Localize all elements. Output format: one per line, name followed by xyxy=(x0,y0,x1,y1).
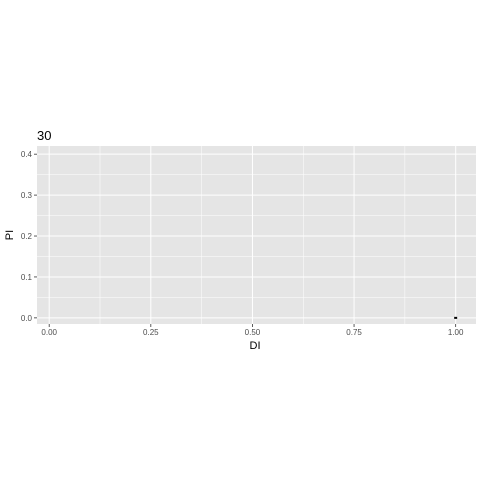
y-tick-label: 0.2 xyxy=(21,232,33,241)
y-tick-label: 0.4 xyxy=(21,150,33,159)
y-tick-label: 0.3 xyxy=(21,191,33,200)
y-tick-label: 0.0 xyxy=(21,314,33,323)
chart-title: 30 xyxy=(37,128,51,143)
major-grid xyxy=(37,146,476,324)
x-tick-label: 0.75 xyxy=(346,328,362,337)
x-tick-label: 0.25 xyxy=(143,328,159,337)
plot-panel xyxy=(37,146,476,324)
x-tick-label: 0.50 xyxy=(245,328,261,337)
data-point xyxy=(454,316,458,319)
minor-grid xyxy=(37,146,476,324)
x-axis-title: DI xyxy=(250,340,261,352)
y-axis-ticks: 0.0 0.1 0.2 0.3 0.4 xyxy=(21,150,37,323)
x-tick-label: 1.00 xyxy=(448,328,464,337)
x-tick-label: 0.00 xyxy=(41,328,57,337)
y-tick-label: 0.1 xyxy=(21,273,33,282)
x-axis-ticks: 0.00 0.25 0.50 0.75 1.00 xyxy=(41,324,464,337)
data-points xyxy=(454,316,458,319)
y-axis-title: PI xyxy=(4,230,16,240)
